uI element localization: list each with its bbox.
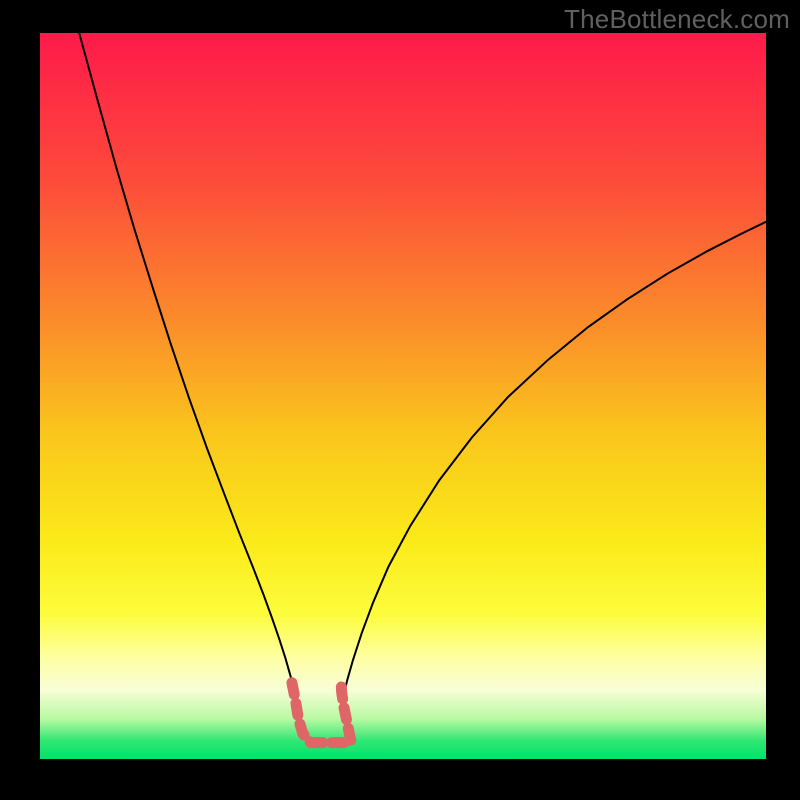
- watermark-text: TheBottleneck.com: [564, 4, 790, 35]
- floor-segment-1: [311, 740, 351, 743]
- bottleneck-plot: [40, 33, 766, 759]
- chart-canvas: TheBottleneck.com: [0, 0, 800, 800]
- gradient-background: [40, 33, 766, 759]
